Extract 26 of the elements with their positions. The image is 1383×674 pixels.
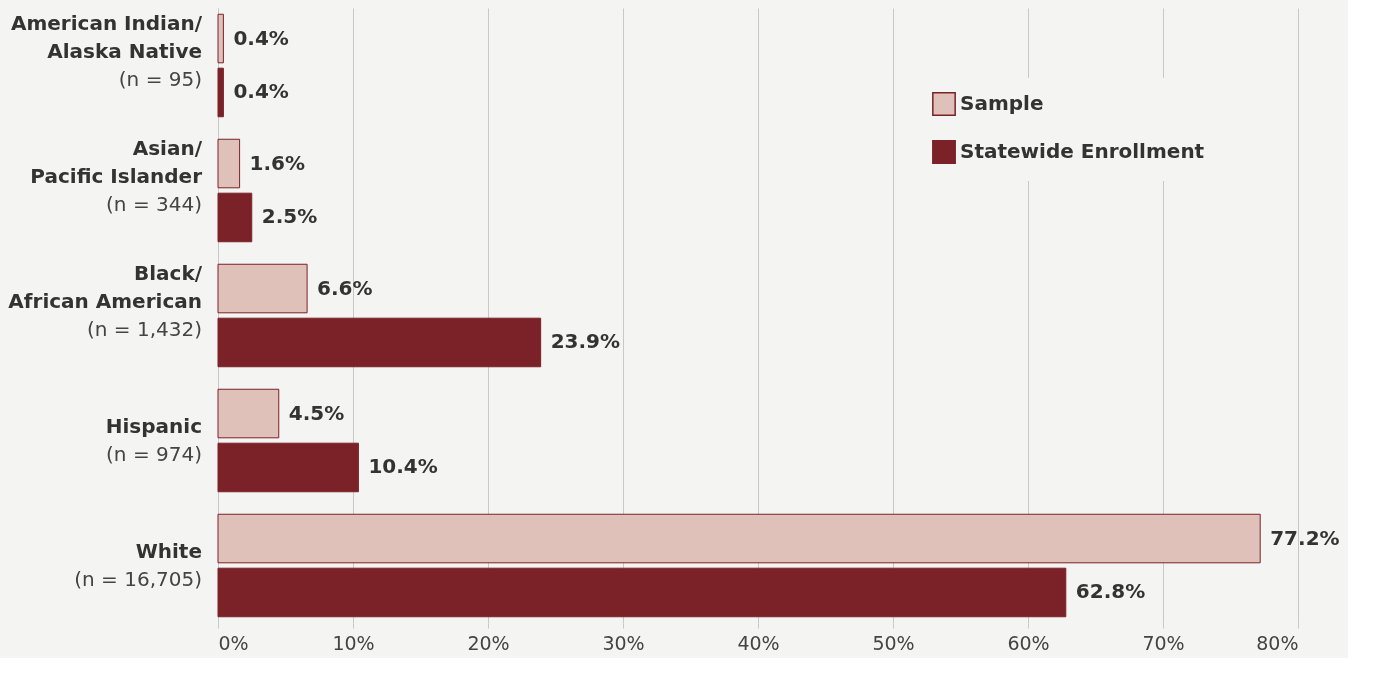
x-tick-label: 80% <box>1256 631 1299 654</box>
data-label: 10.4% <box>368 454 438 479</box>
category-label: Asian/ Pacific Islander (n = 344) <box>30 135 202 216</box>
data-label: 62.8% <box>1075 579 1146 604</box>
category-label: Hispanic (n = 974) <box>105 413 202 466</box>
data-label: 0.4% <box>233 79 289 104</box>
legend-label: Sample <box>960 91 1044 115</box>
x-tick-label: 60% <box>1007 631 1050 654</box>
x-tick-label: 70% <box>1142 631 1185 654</box>
x-tick-label: 30% <box>602 631 645 654</box>
x-tick-label: 20% <box>467 631 510 654</box>
x-tick-label: 0% <box>218 631 249 654</box>
x-tick-label: 40% <box>737 631 780 654</box>
data-label: 6.6% <box>317 275 373 300</box>
x-tick-label: 10% <box>332 631 375 654</box>
data-label: 0.4% <box>233 25 289 50</box>
x-tick-label: 50% <box>872 631 915 654</box>
legend-label: Statewide Enrollment <box>960 139 1205 163</box>
category-label: American Indian/ Alaska Native (n = 95) <box>10 10 202 91</box>
data-label: 2.5% <box>261 204 318 229</box>
category-label: Black/ African American (n = 1,432) <box>8 260 202 341</box>
data-label: 1.6% <box>249 150 306 175</box>
data-label: 77.2% <box>1270 525 1340 550</box>
data-label: 4.5% <box>288 400 345 425</box>
category-label: White (n = 16,705) <box>74 538 202 591</box>
data-label: 23.9% <box>550 329 621 354</box>
